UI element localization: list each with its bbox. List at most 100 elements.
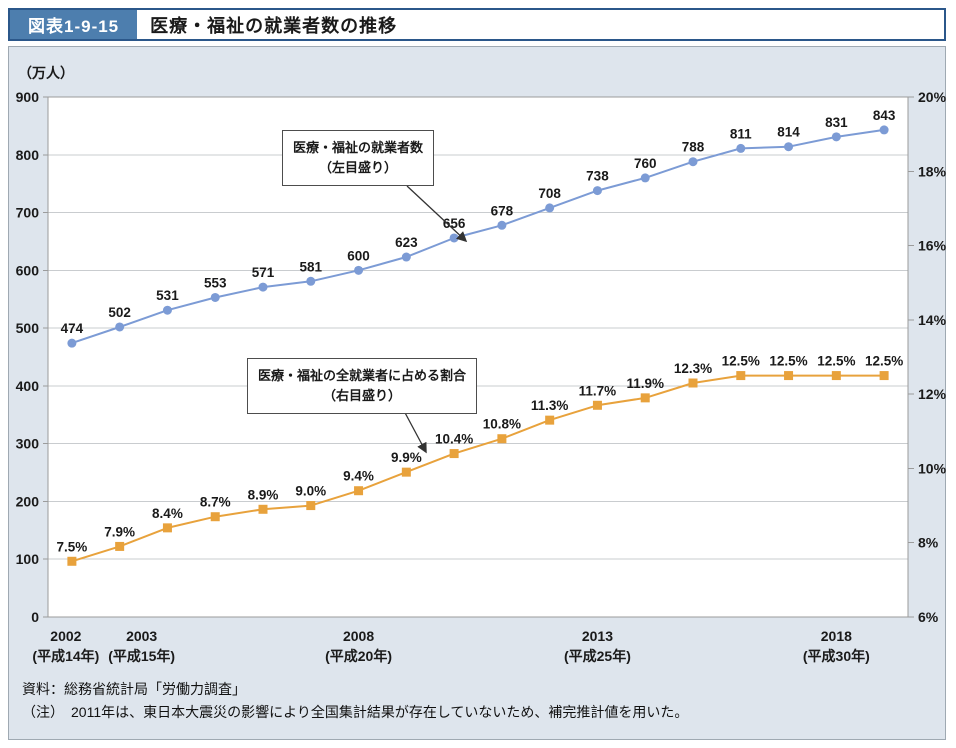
data-label: 738	[586, 169, 609, 184]
data-point	[736, 143, 746, 153]
data-label: 12.3%	[674, 361, 712, 376]
right-axis-tick-label: 16%	[918, 238, 947, 254]
left-axis-tick-label: 900	[16, 89, 40, 105]
callout-share-line2: （右目盛り）	[323, 388, 402, 403]
data-label: 8.9%	[248, 487, 279, 502]
data-point	[115, 541, 125, 551]
data-label: 12.5%	[817, 354, 855, 369]
data-point	[784, 371, 794, 381]
callout-workers-series: 医療・福祉の就業者数 （左目盛り）	[282, 130, 435, 186]
x-axis-year-label: 2018	[821, 628, 852, 644]
left-axis-tick-label: 100	[16, 551, 40, 567]
data-point	[545, 203, 555, 213]
data-label: 571	[252, 265, 275, 280]
data-point	[401, 467, 411, 477]
source-note: 資料：総務省統計局「労働力調査」	[22, 681, 246, 697]
x-axis-era-label: (平成30年)	[803, 648, 870, 664]
plot-border	[47, 96, 909, 618]
right-axis-tick-label: 18%	[918, 163, 947, 179]
left-axis-tick-label: 0	[31, 609, 39, 625]
data-label: 623	[395, 235, 418, 250]
data-label: 12.5%	[769, 354, 807, 369]
left-axis-tick-label: 400	[16, 378, 40, 394]
right-axis-tick-label: 20%	[918, 89, 947, 105]
x-axis-year-label: 2008	[343, 628, 374, 644]
right-axis-tick-label: 8%	[918, 535, 939, 551]
x-axis-era-label: (平成25年)	[564, 648, 631, 664]
data-label: 7.5%	[56, 539, 87, 554]
data-point	[640, 393, 650, 403]
left-axis-tick-label: 500	[16, 320, 40, 336]
data-label: 9.9%	[391, 450, 422, 465]
data-point	[545, 415, 555, 425]
plot-area	[48, 97, 908, 617]
data-point	[688, 378, 698, 388]
series-line	[70, 128, 886, 345]
data-point	[736, 371, 746, 381]
right-axis-tick-label: 6%	[918, 609, 939, 625]
left-axis-tick-label: 800	[16, 147, 40, 163]
data-label: 10.8%	[483, 417, 521, 432]
x-axis-era-label: (平成15年)	[108, 648, 175, 664]
data-point	[354, 265, 364, 275]
x-axis-year-label: 2003	[126, 628, 157, 644]
figure-header: 図表1-9-15 医療・福祉の就業者数の推移	[8, 8, 946, 41]
data-point	[831, 132, 841, 142]
data-point	[162, 523, 172, 533]
series-line	[70, 374, 886, 563]
data-label: 678	[491, 203, 514, 218]
data-label: 8.4%	[152, 506, 183, 521]
callout-workers-line2: （左目盛り）	[319, 160, 398, 175]
data-label: 553	[204, 275, 227, 290]
data-label: 12.5%	[865, 354, 903, 369]
data-point	[115, 322, 125, 332]
figure-number-badge: 図表1-9-15	[10, 10, 138, 39]
data-point	[162, 305, 172, 315]
data-point	[784, 142, 794, 152]
page-title: 医療・福祉の就業者数の推移	[150, 15, 398, 36]
callout-share-series: 医療・福祉の全就業者に占める割合 （右目盛り）	[247, 358, 478, 414]
data-label: 600	[347, 248, 370, 263]
right-axis: 6% 8% 10% 12% 14% 16% 18% 20%	[908, 89, 947, 625]
x-axis: 2002 (平成14年) 2003 (平成15年) 2008 (平成20年) 2013 (平成…	[32, 628, 869, 664]
callout-workers-line1: 医療・福祉の就業者数	[293, 140, 424, 155]
data-label: 831	[825, 115, 848, 130]
data-label: 11.7%	[579, 383, 617, 398]
data-label: 760	[634, 156, 657, 171]
data-point	[497, 220, 507, 230]
data-label: 11.3%	[531, 398, 569, 413]
data-point	[210, 292, 220, 302]
series-workers: 474 502 531 553 571 581 600 623 656 678 708 738 760 7…	[61, 108, 896, 348]
data-point	[401, 252, 411, 262]
data-point	[306, 501, 316, 511]
data-point	[210, 512, 220, 522]
data-point	[67, 556, 77, 566]
data-label: 811	[730, 126, 752, 141]
data-label: 502	[108, 305, 131, 320]
right-axis-tick-label: 10%	[918, 460, 947, 476]
data-label: 7.9%	[104, 524, 135, 539]
data-point	[258, 282, 268, 292]
left-axis: 0 100 200 300 400 500 600 700 800 900	[16, 89, 48, 625]
data-point	[688, 157, 698, 167]
data-point	[449, 449, 459, 459]
x-axis-year-label: 2002	[50, 628, 81, 644]
callout-arrow-share	[402, 408, 427, 454]
left-axis-unit-label: （万人）	[18, 65, 74, 81]
data-point	[449, 233, 459, 243]
footnote: （注） 2011年は、東日本大震災の影響により全国集計結果が存在していないため、…	[22, 704, 689, 720]
data-label: 8.7%	[200, 495, 231, 510]
callout-arrows	[402, 185, 468, 454]
data-point	[497, 434, 507, 444]
data-label: 11.9%	[626, 376, 664, 391]
left-axis-tick-label: 600	[16, 262, 40, 278]
data-point	[640, 173, 650, 183]
data-label: 581	[300, 259, 323, 274]
data-point	[258, 504, 268, 514]
data-label: 9.0%	[295, 484, 326, 499]
data-point	[306, 276, 316, 286]
data-label: 12.5%	[722, 354, 760, 369]
figure-footer: 資料：総務省統計局「労働力調査」 （注） 2011年は、東日本大震災の影響により…	[22, 678, 932, 724]
